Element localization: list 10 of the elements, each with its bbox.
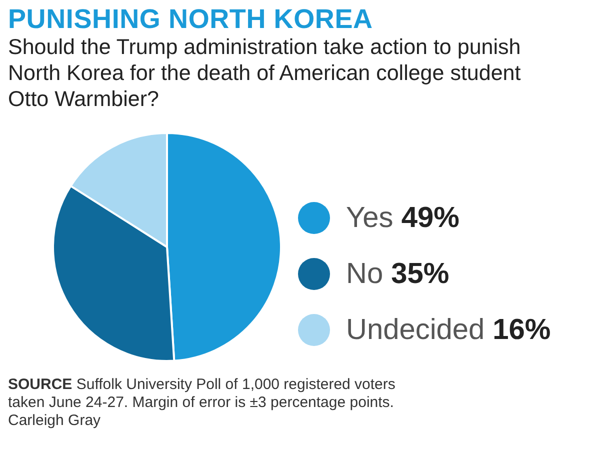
chart-subtitle: Should the Trump administration take action to punish North Korea for the death of American college student Otto Warmbier? (8, 34, 522, 112)
legend-label: Undecided (346, 314, 485, 346)
chart-title: PUNISHING NORTH KOREA (8, 4, 373, 35)
data-label: 35% (391, 258, 450, 290)
source-note: SOURCE Suffolk University Poll of 1,000 registered voters taken June 24-27. Margin of error is ±3 percentage points. (8, 376, 396, 412)
legend-label: No (346, 258, 384, 290)
data-label: 16% (492, 314, 551, 346)
text: Carleigh Gray (8, 412, 102, 430)
legend-label: Yes (346, 202, 394, 234)
data-label: 49% (401, 202, 460, 234)
